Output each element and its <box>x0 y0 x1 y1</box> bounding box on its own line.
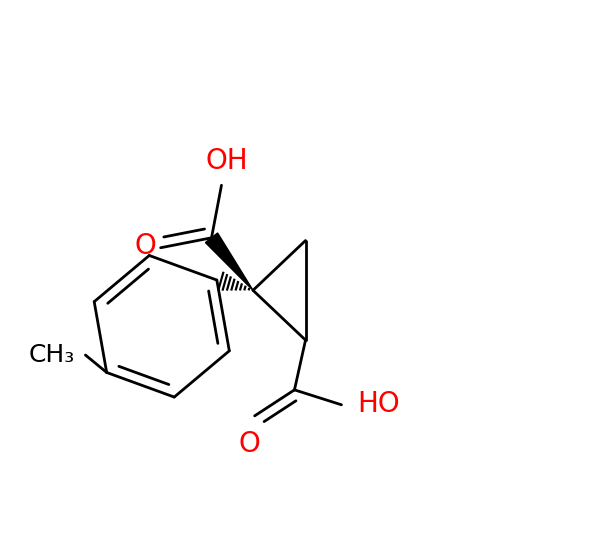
Text: CH₃: CH₃ <box>28 343 74 367</box>
Text: O: O <box>134 232 156 259</box>
Polygon shape <box>205 233 253 290</box>
Text: O: O <box>238 430 260 458</box>
Text: OH: OH <box>206 147 248 175</box>
Text: HO: HO <box>357 390 400 418</box>
